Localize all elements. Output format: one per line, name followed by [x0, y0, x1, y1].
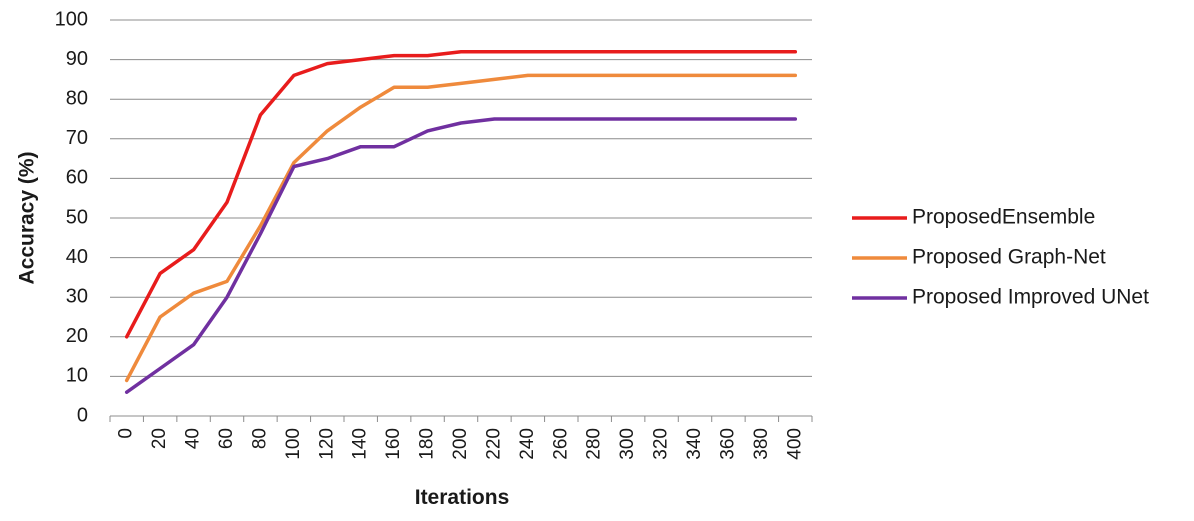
- series-line-2: [124, 117, 798, 394]
- series-lines: [124, 49, 798, 394]
- x-tick-label: 360: [717, 428, 738, 460]
- y-tick-label: 20: [66, 325, 88, 347]
- y-tick-label: 10: [66, 365, 88, 387]
- x-tick-label: 400: [784, 428, 805, 460]
- x-tick-label: 220: [483, 428, 504, 460]
- x-tick-label: 200: [450, 428, 471, 460]
- y-tick-label: 60: [66, 167, 88, 189]
- x-tick-label: 260: [550, 428, 571, 460]
- y-tick-label: 70: [66, 127, 88, 149]
- series-line-1: [124, 73, 798, 383]
- legend-label: Proposed Improved UNet: [912, 286, 1149, 309]
- x-tick-label: 80: [249, 428, 270, 449]
- x-tick-label: 320: [651, 428, 672, 460]
- x-tick-label: 340: [684, 428, 705, 460]
- gridlines: [110, 19, 812, 417]
- x-tick-label: 240: [517, 428, 538, 460]
- legend-label: Proposed Graph-Net: [912, 246, 1106, 269]
- y-tick-label: 0: [77, 404, 88, 426]
- x-tick-label: 120: [316, 428, 337, 460]
- y-tick-label: 30: [66, 285, 88, 307]
- y-tick-label: 90: [66, 48, 88, 70]
- x-tick-label: 180: [417, 428, 438, 460]
- legend: ProposedEnsemble Proposed Graph-Net Propos…: [852, 206, 1149, 309]
- x-axis-ticks: 0 20 40 60 80 100 120 140 160 180 200 220 240 260 280 3…: [109, 416, 813, 460]
- x-tick-label: 280: [584, 428, 605, 460]
- x-tick-label: 60: [216, 428, 237, 449]
- x-tick-label: 160: [383, 428, 404, 460]
- legend-label: ProposedEnsemble: [912, 206, 1095, 229]
- x-tick-label: 140: [350, 428, 371, 460]
- y-axis-title: Accuracy (%): [16, 151, 39, 284]
- y-axis-ticks: 0 10 20 30 40 50 60 70 80 90 100: [55, 8, 88, 426]
- x-tick-label: 300: [617, 428, 638, 460]
- y-tick-label: 40: [66, 246, 88, 268]
- x-tick-label: 0: [116, 428, 137, 439]
- y-tick-label: 50: [66, 206, 88, 228]
- x-tick-label: 40: [183, 428, 204, 449]
- x-tick-label: 100: [283, 428, 304, 460]
- y-tick-label: 100: [55, 8, 88, 30]
- y-tick-label: 80: [66, 87, 88, 109]
- x-tick-label: 20: [149, 428, 170, 449]
- x-tick-label: 380: [751, 428, 772, 460]
- series-line-0: [124, 49, 798, 339]
- x-axis-title: Iterations: [415, 486, 510, 509]
